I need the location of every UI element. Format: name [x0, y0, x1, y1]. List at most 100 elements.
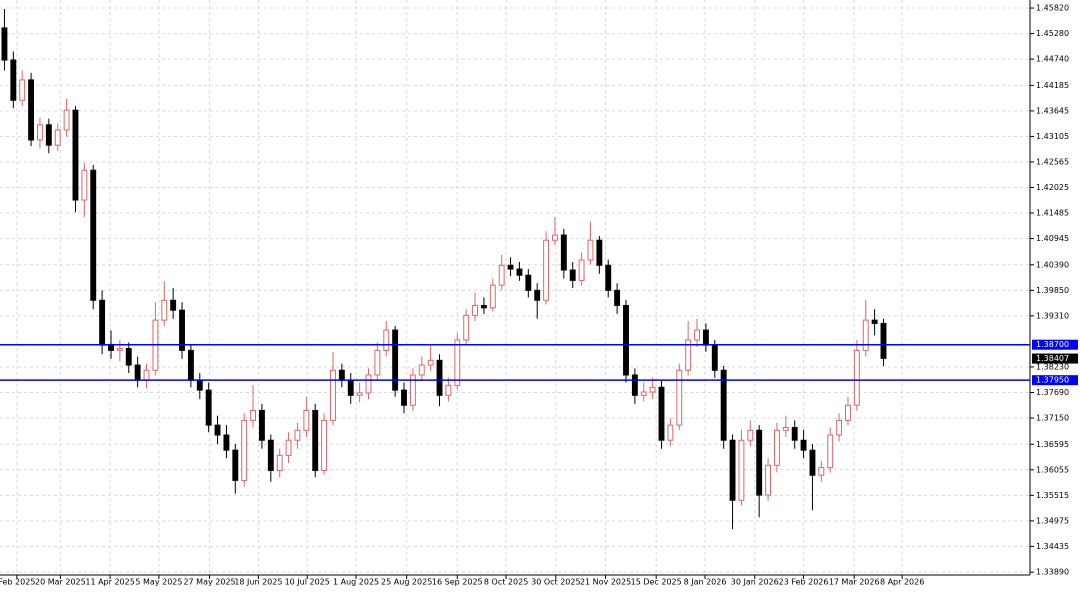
candle-body — [658, 386, 665, 441]
candle-body — [258, 409, 265, 441]
candle-body — [765, 464, 772, 496]
y-tick-label: 1.37690 — [1036, 388, 1069, 397]
candle-body — [223, 434, 230, 451]
candle-body — [800, 439, 807, 451]
x-tick-label: 10 Jul 2025 — [285, 578, 330, 587]
x-tick-label: 5 May 2025 — [135, 578, 182, 587]
candle-body — [880, 322, 887, 359]
candle-body — [392, 329, 399, 391]
candle-body — [28, 79, 35, 141]
candle-body — [427, 359, 434, 366]
x-tick-label: 25 Aug 2025 — [381, 578, 432, 587]
candle-body — [338, 369, 345, 381]
candle-body — [534, 289, 541, 301]
y-tick-label: 1.45820 — [1036, 4, 1069, 13]
candle-body — [267, 439, 274, 471]
candle-body — [134, 364, 141, 381]
candle-body — [312, 409, 319, 471]
x-tick-label: 21 Nov 2025 — [580, 578, 631, 587]
candle-body — [738, 439, 745, 501]
price-tag-label: 1.38700 — [1036, 340, 1069, 349]
candle-body — [871, 319, 878, 324]
candle-body — [401, 389, 407, 406]
y-tick-label: 1.42025 — [1036, 183, 1069, 192]
candle-body — [720, 369, 727, 441]
y-tick-label: 1.40390 — [1036, 260, 1069, 269]
candle-body — [507, 264, 514, 270]
x-tick-label: 17 Mar 2026 — [829, 578, 880, 587]
candle-body — [862, 319, 869, 351]
candle-body — [276, 454, 283, 471]
candle-body — [321, 419, 328, 471]
candle-body — [90, 169, 97, 301]
y-tick-label: 1.41485 — [1036, 209, 1069, 218]
y-tick-label: 1.34975 — [1036, 516, 1069, 525]
candle-body — [827, 434, 834, 469]
y-tick-label: 1.43645 — [1036, 106, 1069, 115]
candle-body — [45, 124, 52, 146]
candle-body — [818, 467, 825, 476]
candle-body — [472, 304, 478, 316]
y-tick-label: 1.38230 — [1036, 362, 1069, 371]
y-tick-label: 1.35515 — [1036, 491, 1069, 500]
y-tick-label: 1.44740 — [1036, 55, 1069, 64]
candle-body — [543, 239, 550, 301]
candle-body — [374, 349, 381, 376]
candle-body — [631, 374, 638, 396]
candle-body — [214, 424, 221, 436]
candle-body — [614, 289, 621, 306]
candle-body — [409, 374, 416, 406]
candle-body — [711, 344, 718, 371]
candle-body — [143, 369, 150, 381]
x-tick-label: 16 Sep 2025 — [432, 578, 483, 587]
candle-body — [196, 379, 203, 391]
candle-body — [578, 259, 585, 281]
candle-body — [649, 386, 656, 393]
y-tick-label: 1.44185 — [1036, 81, 1069, 90]
y-tick-label: 1.33890 — [1036, 568, 1069, 577]
candle-body — [161, 299, 168, 321]
candle-body — [480, 304, 487, 309]
candle-body — [667, 424, 674, 441]
y-tick-label: 1.36055 — [1036, 465, 1069, 474]
y-tick-label: 1.45280 — [1036, 29, 1069, 38]
candle-body — [853, 349, 860, 406]
y-tick-label: 1.39850 — [1036, 286, 1069, 295]
candle-body — [303, 409, 310, 431]
candle-body — [72, 109, 79, 201]
y-tick-label: 1.42565 — [1036, 157, 1069, 166]
candle-body — [685, 339, 692, 371]
y-tick-label: 1.37150 — [1036, 414, 1069, 423]
candle-body — [498, 264, 505, 286]
price-tag — [1032, 339, 1078, 350]
candle-body — [81, 169, 88, 201]
x-tick-label: 23 Feb 2026 — [779, 578, 829, 587]
candle-body — [356, 392, 363, 396]
x-tick-label: 30 Oct 2025 — [531, 578, 580, 587]
candle-body — [241, 419, 248, 481]
candle-body — [702, 329, 709, 346]
candle-body — [436, 359, 443, 396]
candle-body — [285, 439, 292, 456]
candle-body — [560, 234, 567, 271]
candle-body — [489, 284, 496, 309]
candle-body — [19, 79, 26, 101]
candle-body — [418, 364, 425, 376]
candle-body — [525, 274, 532, 291]
candle-body — [463, 314, 470, 341]
candle-body — [694, 329, 700, 341]
candle-body — [330, 369, 336, 421]
candle-body — [516, 268, 523, 276]
x-tick-label: 30 Jan 2026 — [731, 578, 779, 587]
candle-body — [587, 239, 594, 261]
candle-body — [383, 329, 390, 351]
candle-body — [10, 59, 17, 101]
candle-body — [569, 269, 576, 281]
y-tick-label: 1.43105 — [1036, 132, 1069, 141]
candle-body — [791, 426, 798, 441]
y-tick-label: 1.39310 — [1036, 311, 1069, 320]
candle-body — [116, 347, 123, 351]
candle-body — [729, 439, 736, 501]
y-tick-label: 1.36595 — [1036, 440, 1069, 449]
candle-body — [125, 347, 132, 366]
